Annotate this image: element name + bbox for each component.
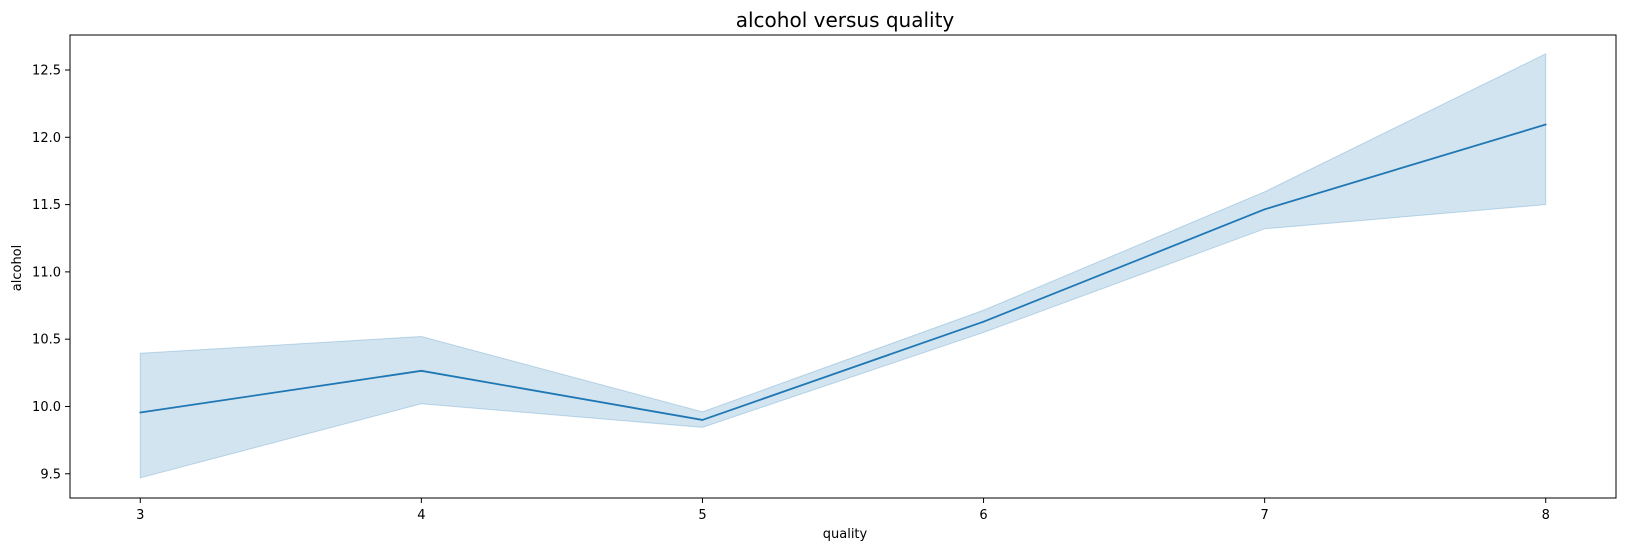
x-tick-label: 3 bbox=[136, 508, 144, 523]
x-axis-ticks: 3 4 5 6 7 8 bbox=[136, 498, 1550, 523]
x-tick-label: 5 bbox=[698, 508, 706, 523]
x-tick-label: 8 bbox=[1542, 508, 1550, 523]
y-axis-label: alcohol bbox=[10, 245, 25, 291]
x-tick-label: 7 bbox=[1260, 508, 1268, 523]
plot-frame bbox=[69, 34, 1617, 499]
x-tick-label: 6 bbox=[979, 508, 987, 523]
series-line-layer bbox=[139, 123, 1547, 421]
data-point bbox=[1263, 208, 1266, 211]
data-point bbox=[420, 369, 423, 372]
x-tick-label: 4 bbox=[417, 508, 425, 523]
y-tick-label: 12.5 bbox=[32, 63, 61, 78]
data-point bbox=[982, 320, 985, 323]
y-tick-label: 10.5 bbox=[32, 333, 61, 348]
y-tick-label: 12.0 bbox=[32, 131, 61, 146]
y-tick-label: 9.5 bbox=[40, 467, 61, 482]
plot-area: 3 4 5 6 7 8 9.5 10.0 10.5 11.0 11.5 12.0 12.5 bbox=[32, 34, 1617, 523]
y-tick-label: 10.0 bbox=[32, 400, 61, 415]
confidence-band-layer bbox=[139, 53, 1547, 479]
data-point bbox=[701, 419, 704, 421]
x-axis-label: quality bbox=[823, 527, 868, 542]
data-point bbox=[1544, 123, 1547, 126]
y-axis-ticks: 9.5 10.0 10.5 11.0 11.5 12.0 12.5 bbox=[32, 63, 70, 482]
chart-title: alcohol versus quality bbox=[736, 8, 955, 32]
series-line bbox=[140, 123, 1546, 421]
y-tick-label: 11.5 bbox=[32, 198, 61, 213]
data-point bbox=[139, 411, 142, 414]
y-tick-label: 11.0 bbox=[32, 265, 61, 280]
confidence-band bbox=[139, 53, 1547, 479]
